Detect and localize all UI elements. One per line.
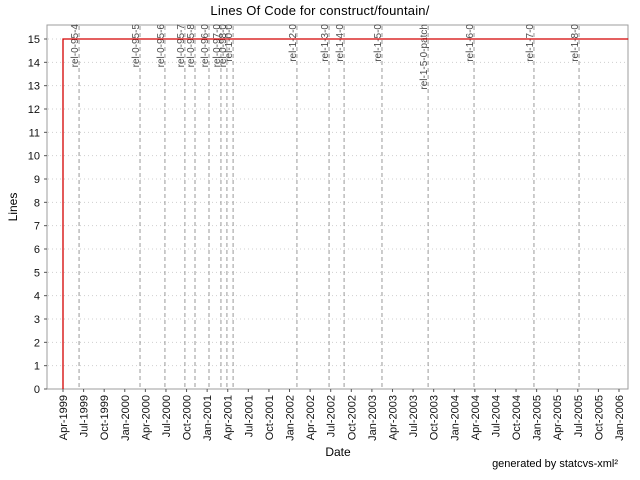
x-tick-label: Jan-2006: [614, 395, 626, 441]
x-tick-label: Jan-2004: [449, 395, 461, 441]
release-label: rel-0-95-7: [176, 24, 187, 68]
x-tick-label: Jan-2005: [532, 395, 544, 441]
x-tick-label: Oct-2003: [429, 395, 441, 440]
x-tick-label: Jan-2002: [285, 395, 297, 441]
plot-border: [46, 24, 629, 390]
y-tick-label: 10: [28, 151, 40, 163]
x-tick-label: Apr-2005: [552, 395, 564, 440]
release-label: rel-0-95-5: [131, 24, 142, 68]
release-label: rel-1-3-0: [320, 24, 331, 62]
release-label: rel-1-4-0: [335, 24, 346, 62]
x-tick-label: Apr-2003: [387, 395, 399, 440]
x-tick-label: Apr-2004: [470, 395, 482, 440]
x-tick-label: Apr-2002: [305, 395, 317, 440]
x-axis-title: Date: [325, 445, 351, 459]
y-tick-label: 8: [34, 197, 40, 209]
release-label: rel-0-95-8: [186, 24, 197, 68]
x-tick-label: Jul-2003: [408, 395, 420, 437]
x-tick-label: Oct-2001: [264, 395, 276, 440]
x-tick-label: Jul-1999: [79, 395, 91, 437]
release-label: rel-0-96-0: [200, 24, 211, 68]
chart-title: Lines Of Code for construct/fountain/: [210, 3, 430, 18]
y-tick-label: 14: [28, 57, 40, 69]
x-tick-label: Jul-2000: [161, 395, 173, 437]
y-tick-label: 5: [34, 267, 40, 279]
y-tick-label: 0: [34, 384, 40, 396]
release-label: rel-1-5-0: [373, 24, 384, 62]
y-tick-label: 2: [34, 337, 40, 349]
x-tick-label: Oct-2004: [511, 395, 523, 440]
x-tick-label: Jan-2000: [120, 395, 132, 441]
x-tick-label: Apr-2001: [223, 395, 235, 440]
x-tick-label: Jan-2003: [367, 395, 379, 441]
x-tick-label: Apr-1999: [58, 395, 70, 440]
release-label: rel-1-7-0: [525, 24, 536, 62]
release-label: rel-0-98-0: [218, 24, 229, 68]
y-tick-label: 6: [34, 244, 40, 256]
x-tick-label: Oct-2005: [593, 395, 605, 440]
y-tick-label: 7: [34, 221, 40, 233]
x-tick-label: Apr-2000: [140, 395, 152, 440]
y-tick-label: 13: [28, 81, 40, 93]
release-label: rel-1-2-0: [288, 24, 299, 62]
loc-series-line: [62, 38, 629, 389]
release-label: rel-1-0-0: [224, 24, 235, 62]
y-tick-label: 15: [28, 34, 40, 46]
release-label: rel-1-6-0: [465, 24, 476, 62]
release-label: rel-1-5-0-patch: [419, 24, 430, 90]
y-tick-label: 9: [34, 174, 40, 186]
y-tick-label: 12: [28, 104, 40, 116]
x-tick-label: Jul-2001: [243, 395, 255, 437]
y-tick-label: 1: [34, 361, 40, 373]
x-tick-label: Jul-2002: [326, 395, 338, 437]
y-tick-label: 4: [34, 291, 40, 303]
x-tick-label: Oct-1999: [99, 395, 111, 440]
y-tick-label: 3: [34, 314, 40, 326]
x-tick-label: Jul-2004: [490, 395, 502, 437]
x-tick-label: Oct-2000: [182, 395, 194, 440]
release-label: rel-0-97-0: [212, 24, 223, 68]
y-tick-label: 11: [29, 127, 40, 139]
x-tick-label: Oct-2002: [346, 395, 358, 440]
x-tick-label: Jul-2005: [573, 395, 585, 437]
release-label: rel-1-8-0: [570, 24, 581, 62]
release-label: rel-0-95-4: [70, 24, 81, 68]
generator-credit: generated by statcvs-xml²: [492, 458, 618, 470]
x-tick-label: Jan-2001: [202, 395, 214, 441]
release-label: rel-0-95-6: [156, 24, 167, 68]
